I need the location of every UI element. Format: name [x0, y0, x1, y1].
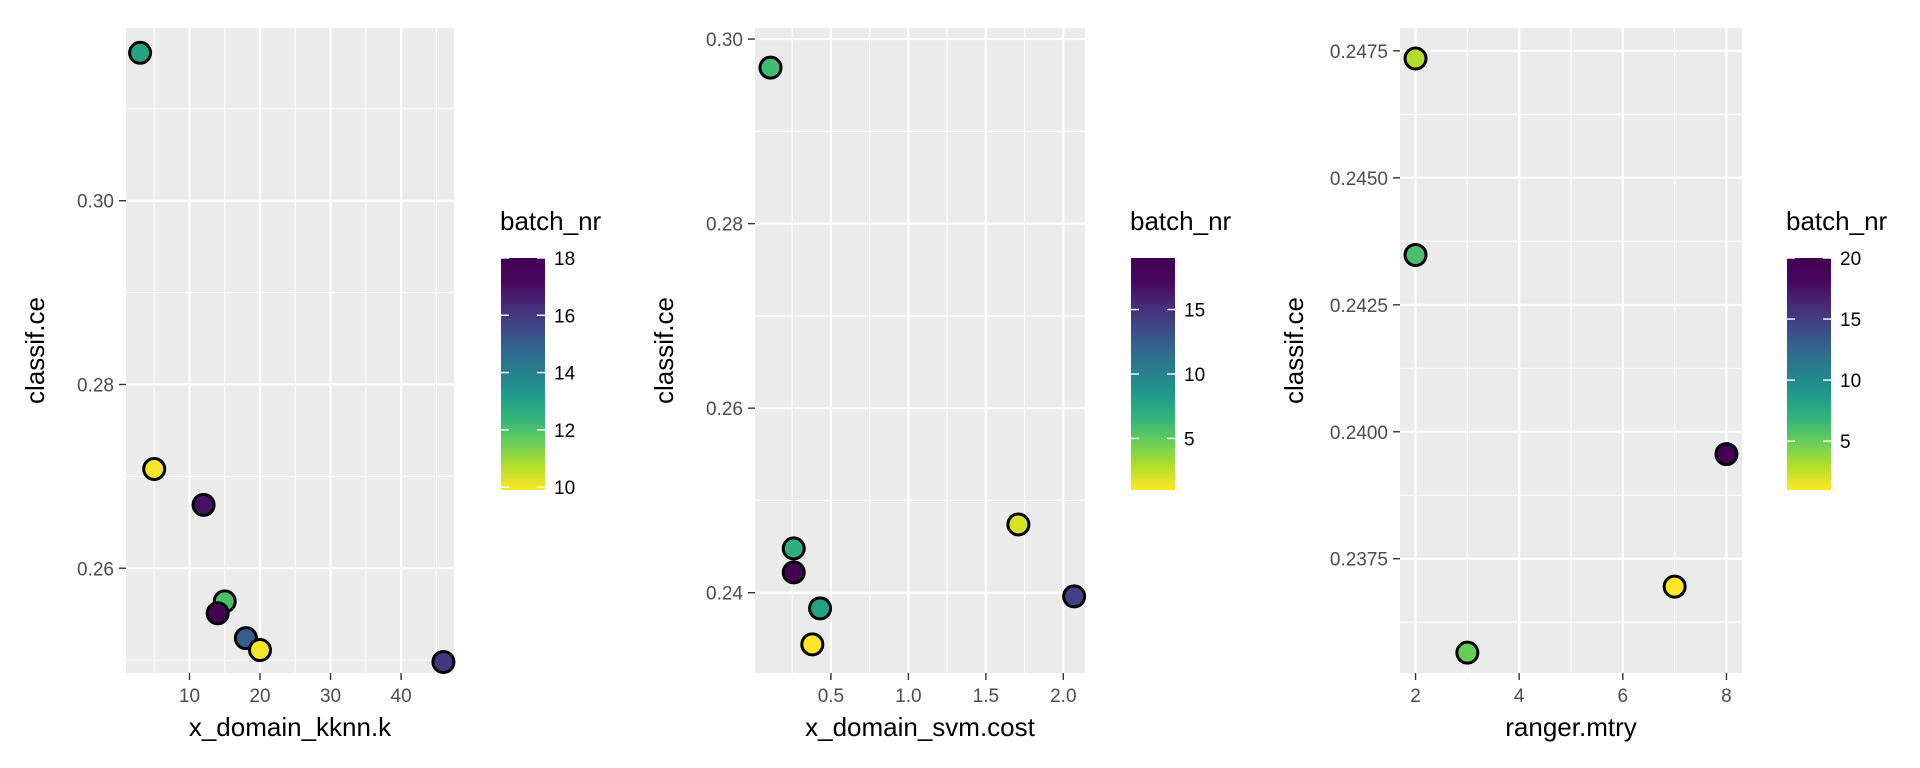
data-point [142, 457, 167, 482]
y-tick-label: 0.2450 [1330, 169, 1388, 190]
colorbar-tick-label: 20 [1840, 249, 1861, 270]
x-tick-label: 6 [1618, 686, 1629, 707]
x-tick-label: 2.0 [1050, 686, 1076, 707]
data-point [248, 638, 273, 663]
legend-title: batch_nr [1786, 206, 1888, 236]
colorbar-tick-label: 12 [554, 421, 575, 442]
panel-1: 10 20 30 40 0.26 0.28 0.30 x_domain_kknn.k class… [20, 28, 602, 742]
x-tick-label: 0.5 [818, 686, 844, 707]
x-tick-label: 4 [1514, 686, 1525, 707]
x-tick-label: 1.5 [973, 686, 999, 707]
x-tick-label: 10 [179, 686, 200, 707]
x-tick-label: 20 [249, 686, 270, 707]
colorbar-tick-label: 16 [554, 306, 575, 327]
colorbar-tick-label: 10 [1184, 365, 1205, 386]
y-tick-label: 0.28 [706, 215, 743, 236]
y-tick-label: 0.24 [706, 584, 743, 605]
panel-2: 0.5 1.0 1.5 2.0 0.24 0.26 0.28 0.30 x_domain_svm… [649, 28, 1232, 742]
panel-3: 2 4 6 8 0.2375 0.2400 0.2425 0.2450 0.2475 ranger… [1279, 28, 1888, 742]
legend-title: batch_nr [500, 206, 602, 236]
x-axis-title: x_domain_svm.cost [805, 712, 1036, 742]
x-axis-title: x_domain_kknn.k [189, 712, 392, 742]
colorbar-tick-label: 10 [1840, 371, 1861, 392]
data-point [205, 601, 230, 626]
y-axis-title: classif.ce [20, 297, 50, 404]
colorbar-tick-label: 5 [1840, 432, 1851, 453]
x-tick-label: 1.0 [895, 686, 921, 707]
x-axis-title: ranger.mtry [1505, 712, 1637, 742]
colorbar-tick-label: 5 [1184, 429, 1195, 450]
colorbar-tick-label: 10 [554, 478, 575, 499]
data-point [1455, 640, 1480, 665]
data-point [191, 492, 216, 517]
data-point [1662, 574, 1687, 599]
colorbar-legend: batch_nr 5 10 15 20 [1786, 206, 1888, 490]
colorbar-legend: batch_nr 5 10 15 [1130, 206, 1232, 490]
data-point [128, 40, 153, 65]
colorbar-tick-label: 14 [554, 364, 576, 385]
panel-background [126, 28, 454, 673]
data-point [781, 560, 806, 585]
y-tick-label: 0.2400 [1330, 423, 1388, 444]
y-tick-label: 0.30 [706, 30, 743, 51]
panel-background [755, 28, 1085, 673]
data-point [1403, 46, 1428, 71]
data-point [781, 536, 806, 561]
y-tick-label: 0.2375 [1330, 550, 1388, 571]
y-axis-title: classif.ce [649, 297, 679, 404]
colorbar [1787, 258, 1831, 490]
y-tick-label: 0.26 [706, 399, 743, 420]
y-tick-label: 0.30 [77, 192, 114, 213]
colorbar [501, 258, 545, 490]
x-tick-label: 40 [391, 686, 412, 707]
data-point [1403, 243, 1428, 268]
y-tick-label: 0.26 [77, 559, 114, 580]
colorbar-tick-label: 15 [1184, 301, 1205, 322]
x-tick-label: 30 [320, 686, 341, 707]
y-tick-label: 0.28 [77, 375, 114, 396]
y-tick-label: 0.2425 [1330, 296, 1388, 317]
data-point [431, 649, 456, 674]
data-point [1006, 512, 1031, 537]
legend-title: batch_nr [1130, 206, 1232, 236]
x-tick-label: 8 [1721, 686, 1732, 707]
y-tick-label: 0.2475 [1330, 42, 1388, 63]
data-point [1714, 442, 1739, 467]
data-point [758, 55, 783, 80]
data-point [800, 632, 825, 657]
x-tick-label: 2 [1410, 686, 1421, 707]
data-point [808, 596, 833, 621]
colorbar-tick-label: 18 [554, 249, 575, 270]
y-axis-title: classif.ce [1279, 297, 1309, 404]
colorbar-legend: batch_nr 10 12 14 16 18 [500, 206, 602, 499]
colorbar-tick-label: 15 [1840, 310, 1861, 331]
data-point [1062, 584, 1087, 609]
